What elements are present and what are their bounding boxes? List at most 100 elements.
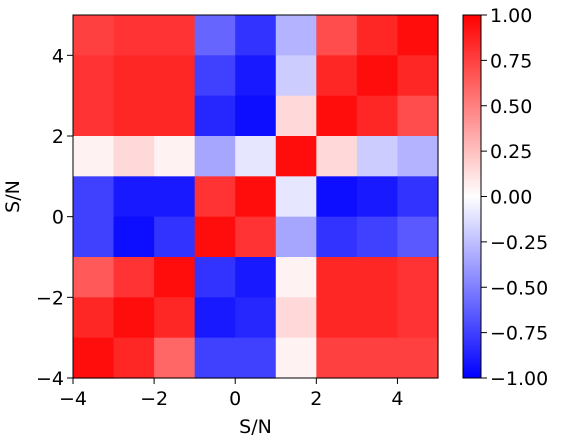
heatmap-cell bbox=[235, 136, 277, 177]
heatmap-cell bbox=[194, 136, 236, 177]
heatmap-cell bbox=[316, 257, 358, 298]
heatmap-cell bbox=[316, 216, 358, 258]
heatmap-cell bbox=[235, 297, 277, 339]
x-tick-label: 0 bbox=[229, 388, 241, 410]
heatmap-cell bbox=[113, 257, 155, 298]
x-tick-label: −4 bbox=[59, 388, 87, 410]
heatmap-cell bbox=[154, 55, 196, 97]
heatmap-cell bbox=[275, 257, 317, 298]
colorbar-tick-label: −1.00 bbox=[490, 368, 548, 390]
heatmap-cell bbox=[194, 297, 236, 339]
x-axis-ticks: −4 −2 0 2 4 bbox=[59, 378, 403, 410]
heatmap-cell bbox=[316, 176, 358, 218]
heatmap-cell bbox=[194, 216, 236, 258]
y-tick-label: −2 bbox=[36, 287, 64, 309]
heatmap-cell bbox=[397, 337, 439, 379]
heatmap-cell bbox=[73, 95, 115, 137]
heatmap-cell bbox=[356, 257, 399, 298]
heatmap-cell bbox=[113, 337, 155, 379]
heatmap-cell bbox=[194, 257, 236, 298]
heatmap-cell bbox=[316, 136, 358, 177]
colorbar-tick-label: −0.75 bbox=[490, 323, 548, 345]
heatmap-cell bbox=[194, 15, 236, 56]
heatmap-cell bbox=[397, 55, 439, 97]
colorbar-tick-label: 0.75 bbox=[490, 50, 532, 72]
heatmap-cell bbox=[113, 15, 155, 56]
heatmap-cell bbox=[113, 95, 155, 137]
heatmap-cell bbox=[73, 257, 115, 298]
heatmap-cell bbox=[356, 216, 399, 258]
heatmap-cell bbox=[235, 55, 277, 97]
colorbar-tick-label: −0.25 bbox=[490, 232, 548, 254]
heatmap-cell bbox=[397, 15, 439, 56]
y-tick-label: 2 bbox=[52, 126, 64, 148]
heatmap-cell bbox=[235, 337, 277, 379]
heatmap-cell bbox=[154, 95, 196, 137]
heatmap-cell bbox=[73, 136, 115, 177]
x-tick-label: 2 bbox=[310, 388, 322, 410]
x-axis-label: S/N bbox=[239, 416, 272, 436]
heatmap-cell bbox=[275, 55, 317, 97]
heatmap-cell bbox=[235, 95, 277, 137]
heatmap-cell bbox=[154, 297, 196, 339]
heatmap-cell bbox=[397, 216, 439, 258]
heatmap-cell bbox=[356, 55, 399, 97]
heatmap-cell bbox=[154, 257, 196, 298]
colorbar-tick-label: 0.00 bbox=[490, 187, 532, 209]
heatmap-cell bbox=[235, 257, 277, 298]
heatmap-cell bbox=[316, 15, 358, 56]
heatmap-cell bbox=[113, 136, 155, 177]
colorbar-tick-label: 0.25 bbox=[490, 141, 532, 163]
heatmap-cell bbox=[194, 337, 236, 379]
heatmap-cell bbox=[316, 95, 358, 137]
heatmap-cell bbox=[356, 337, 399, 379]
x-tick-label: 4 bbox=[391, 388, 403, 410]
heatmap-cell bbox=[275, 297, 317, 339]
heatmap-cell bbox=[154, 216, 196, 258]
colorbar-ticks: 1.00 0.75 0.50 0.25 0.00 −0.25 −0.50 −0.75 −1.00 bbox=[481, 5, 548, 390]
heatmap-cell bbox=[356, 297, 399, 339]
colorbar-tick-label: −0.50 bbox=[490, 277, 548, 299]
plot-frame bbox=[72, 14, 439, 379]
heatmap-cell bbox=[275, 95, 317, 137]
heatmap-cell bbox=[316, 55, 358, 97]
heatmap-cell bbox=[275, 15, 317, 56]
heatmap-cell bbox=[397, 257, 439, 298]
heatmap-cell bbox=[356, 95, 399, 137]
heatmap-cell bbox=[154, 176, 196, 218]
heatmap-cell bbox=[316, 297, 358, 339]
heatmap-cell bbox=[73, 55, 115, 97]
heatmap-cell bbox=[235, 15, 277, 56]
heatmap-cell bbox=[194, 176, 236, 218]
y-tick-label: −4 bbox=[36, 368, 64, 390]
heatmap-cell bbox=[154, 136, 196, 177]
heatmap-cell bbox=[275, 176, 317, 218]
heatmap-cell bbox=[113, 176, 155, 218]
heatmap-cell bbox=[154, 15, 196, 56]
y-axis-label: S/N bbox=[2, 180, 24, 213]
heatmap-cell bbox=[397, 136, 439, 177]
heatmap-cell bbox=[356, 15, 399, 56]
heatmap-cell bbox=[154, 337, 196, 379]
heatmap-cell bbox=[356, 136, 399, 177]
heatmap-cell bbox=[235, 176, 277, 218]
heatmap-cell bbox=[73, 297, 115, 339]
heatmap-cell bbox=[73, 337, 115, 379]
y-tick-label: 0 bbox=[52, 207, 64, 229]
heatmap-cells bbox=[73, 15, 439, 379]
heatmap-cell bbox=[316, 337, 358, 379]
colorbar-tick-label: 0.50 bbox=[490, 96, 532, 118]
heatmap-cell bbox=[194, 55, 236, 97]
heatmap-cell bbox=[113, 216, 155, 258]
heatmap-cell bbox=[397, 297, 439, 339]
x-tick-label: −2 bbox=[140, 388, 168, 410]
heatmap-cell bbox=[356, 176, 399, 218]
heatmap-cell bbox=[73, 176, 115, 218]
heatmap-cell bbox=[113, 55, 155, 97]
colorbar bbox=[462, 14, 482, 379]
heatmap-cell bbox=[73, 15, 115, 56]
heatmap-cell bbox=[275, 136, 317, 177]
heatmap-cell bbox=[397, 95, 439, 137]
heatmap-cell bbox=[113, 297, 155, 339]
